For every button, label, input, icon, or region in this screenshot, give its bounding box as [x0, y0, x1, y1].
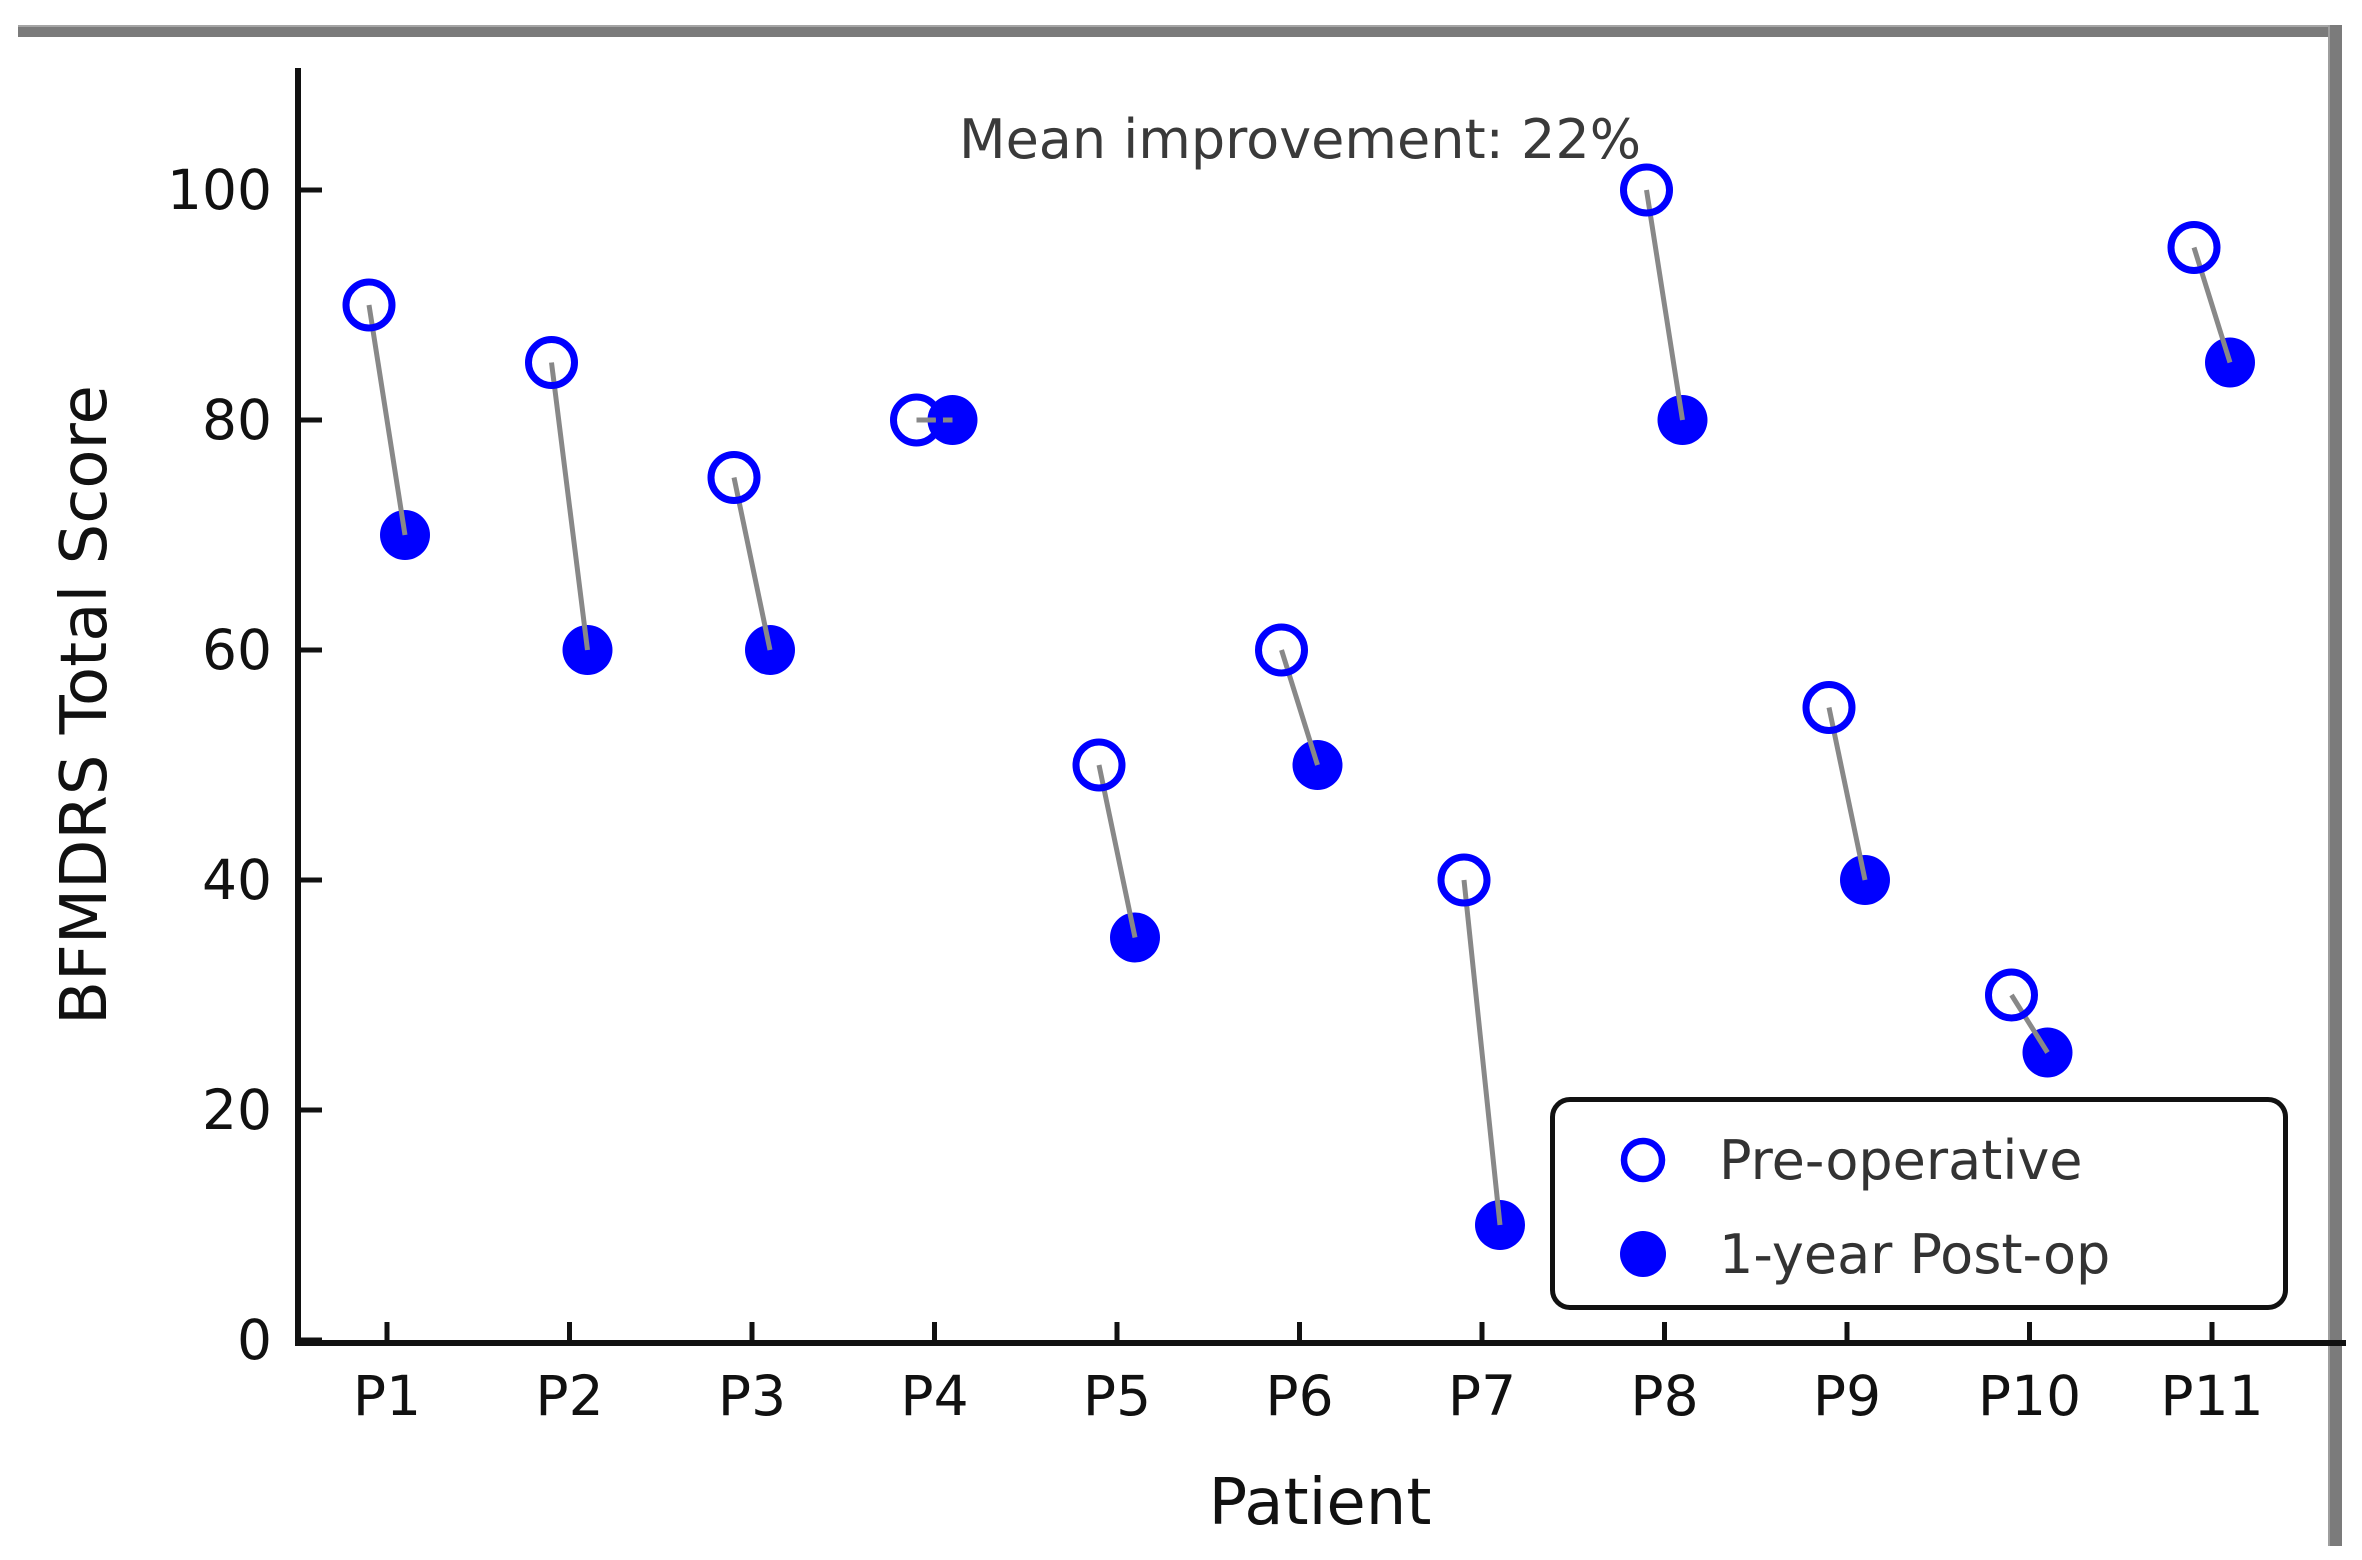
- pre-op-marker: [1255, 623, 1308, 677]
- y-tick-label: 60: [202, 618, 272, 682]
- x-tick-label: P11: [2160, 1364, 2263, 1428]
- legend-label-pre-operative: Pre-operative: [1719, 1128, 2083, 1192]
- window-right-border: [2328, 25, 2342, 1546]
- pre-op-marker: [890, 393, 943, 447]
- pre-op-marker: [342, 278, 396, 332]
- connector-line: [1096, 764, 1138, 939]
- pre-op-marker: [1620, 163, 1673, 217]
- x-tick-label: P5: [1083, 1364, 1151, 1428]
- x-tick-label: P8: [1630, 1364, 1698, 1428]
- pre-op-marker: [525, 336, 578, 389]
- y-tick-label: 0: [237, 1308, 272, 1372]
- x-tick-label: P4: [900, 1364, 968, 1428]
- connector-line: [1461, 879, 1503, 1226]
- pre-op-marker: [1985, 968, 2038, 1022]
- connector-line: [1826, 706, 1868, 881]
- pre-op-marker: [1072, 738, 1126, 792]
- y-axis-title: BFMDRS Total Score: [48, 385, 122, 1025]
- y-tick-label: 80: [202, 388, 272, 452]
- legend-label-post-op: 1-year Post-op: [1719, 1222, 2111, 1286]
- chart-title: Mean improvement: 22%: [958, 108, 1641, 171]
- legend-entry-pre-operative: Pre-operative: [1555, 1120, 2283, 1200]
- connector-line: [549, 362, 590, 651]
- filled-circle-icon: [1620, 1231, 1666, 1277]
- legend-entry-post-op: 1-year Post-op: [1555, 1214, 2283, 1294]
- legend: Pre-operative 1-year Post-op: [1550, 1097, 2288, 1310]
- pre-op-marker: [1802, 681, 1856, 734]
- connector-line: [2009, 993, 2050, 1054]
- connector-line: [366, 304, 408, 536]
- x-tick-label: P9: [1813, 1364, 1881, 1428]
- window-top-border: [18, 25, 2340, 37]
- pre-op-marker: [2167, 221, 2221, 274]
- y-tick-label: 20: [202, 1078, 272, 1142]
- post-op-marker: [2022, 1027, 2073, 1078]
- pre-op-marker: [707, 451, 761, 504]
- pre-op-marker: [1437, 853, 1491, 907]
- x-tick-label: P7: [1448, 1364, 1516, 1428]
- x-tick-label: P6: [1265, 1364, 1333, 1428]
- x-tick-label: P3: [718, 1364, 786, 1428]
- x-tick-label: P2: [535, 1364, 603, 1428]
- x-axis-title: Patient: [1208, 1466, 1432, 1540]
- connector-line: [1644, 189, 1685, 421]
- y-tick-label: 40: [202, 848, 272, 912]
- x-tick-label: P10: [1978, 1364, 2081, 1428]
- x-tick-label: P1: [353, 1364, 421, 1428]
- open-circle-icon: [1620, 1137, 1666, 1183]
- y-tick-label: 100: [167, 158, 272, 222]
- connector-line: [731, 476, 773, 651]
